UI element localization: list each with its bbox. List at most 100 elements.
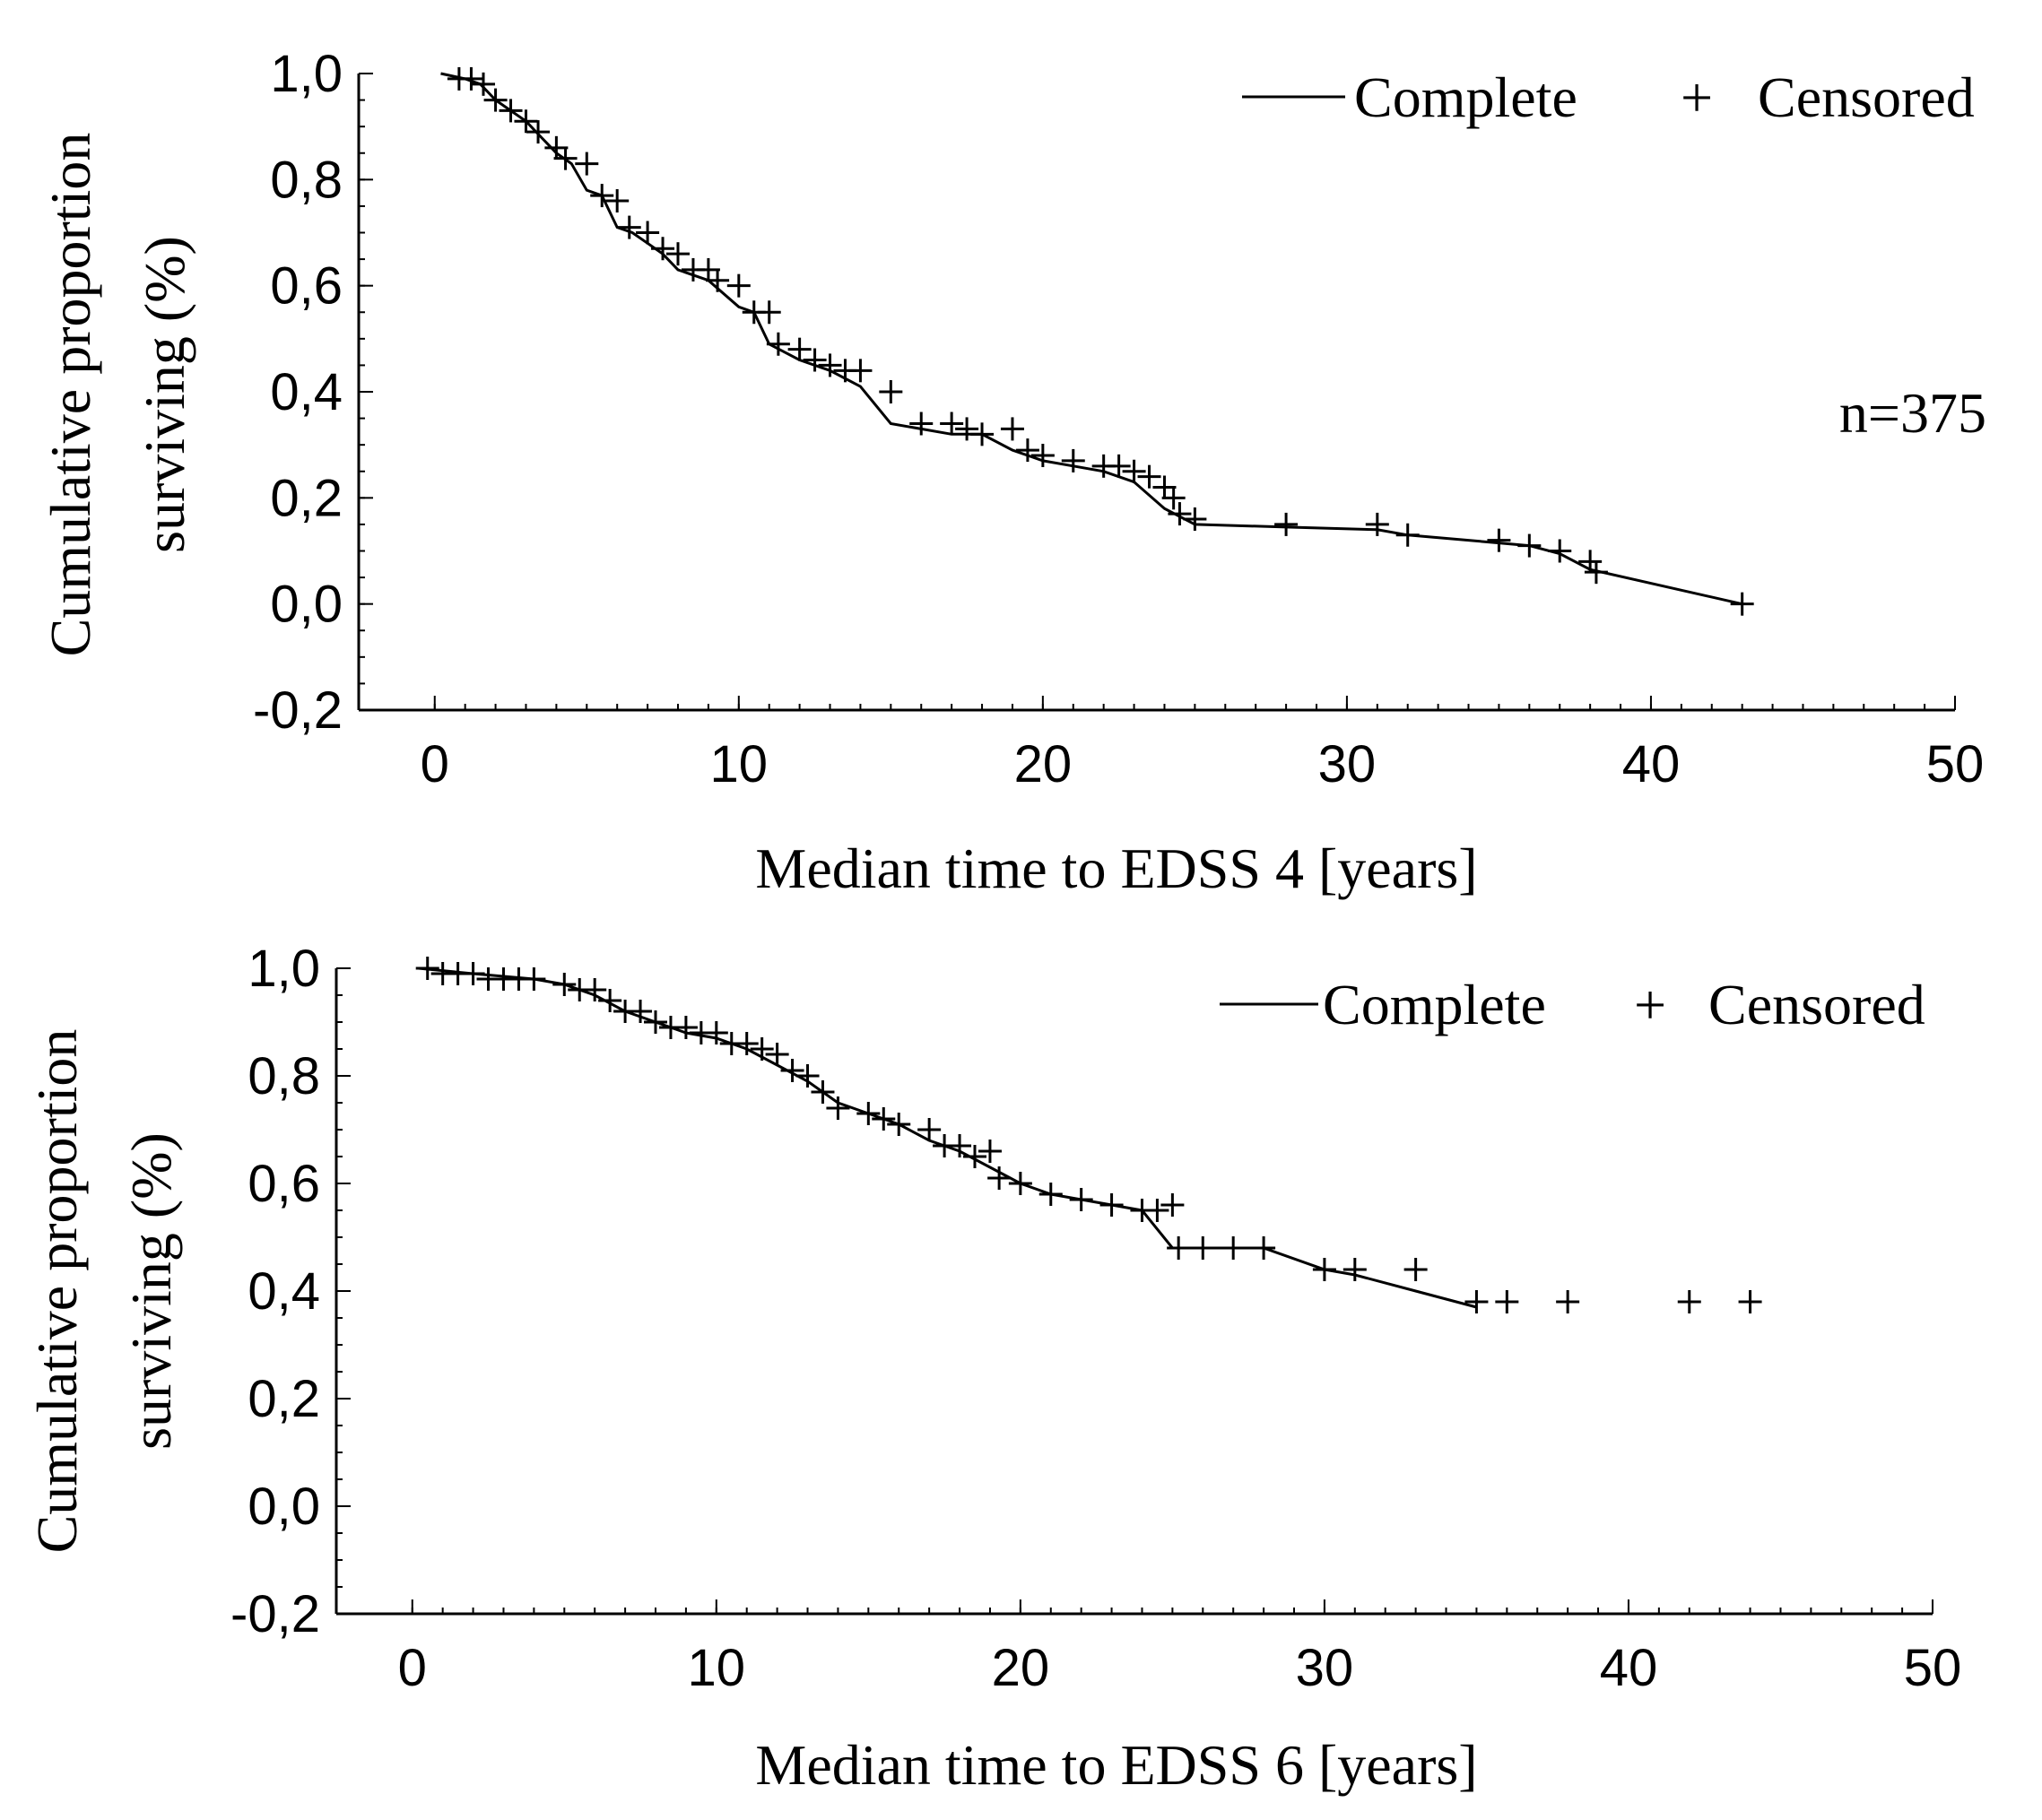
censored-marker [1464,1290,1489,1313]
legend-censored-label: Censored [1708,973,1925,1036]
legend: Complete + Censored [1220,973,1925,1036]
y-tick-label: 0,8 [270,151,343,209]
sample-size-annotation: n=375 [1839,381,1986,445]
censored-marker [1578,550,1603,574]
censored-marker [818,353,842,377]
censored-marker [963,1145,986,1168]
censored-marker [1252,1236,1276,1260]
x-tick-label: 30 [1318,735,1377,793]
censored-marker [704,1021,728,1044]
censored-marker [978,1140,1002,1163]
y-axis-title-line1: Cumulative proportion [39,133,102,657]
x-axis-title: Median time to EDSS 4 [years] [755,836,1477,900]
censored-marker [1069,1188,1093,1211]
censored-marker [499,99,523,123]
censored-marker [1038,1183,1063,1206]
y-tick-label: -0,2 [253,681,343,740]
censored-marker [526,120,551,144]
x-tick-label: 50 [1904,1639,1962,1697]
y-tick-label: 0,2 [248,1370,320,1428]
chart-edss4: Cumulative proportion surviving (%) Medi… [39,45,1986,900]
legend-complete-label: Complete [1354,65,1577,129]
x-axis-title: Median time to EDSS 6 [years] [755,1733,1477,1797]
censored-marker [726,273,751,298]
censored-marker [666,242,690,266]
censored-marker [766,332,790,356]
censored-marker [917,1118,942,1141]
censored-marker [552,973,577,996]
y-tick-label: 1,0 [270,45,343,103]
legend-censored-label: Censored [1758,65,1975,129]
censored-marker [948,1134,972,1157]
y-axis-title-line2: surviving (%) [133,236,196,553]
censored-marker [514,109,538,134]
censored-marker [1152,475,1177,499]
censored-marker [1677,1290,1701,1313]
y-axis-title-line2: surviving (%) [119,1132,183,1450]
censored-marker [765,1043,789,1066]
censored-marker [1365,512,1389,536]
censored-marker [1343,1258,1367,1281]
censored-marker [1584,560,1608,585]
censored-marker [673,1016,698,1039]
censored-marker [1517,533,1542,558]
legend-complete-label: Complete [1323,973,1546,1036]
legend: Complete + Censored [1242,65,1975,129]
censored-marker [1161,486,1186,510]
censored-marker [1548,539,1572,563]
censored-marker [848,359,873,383]
censored-marker [787,337,812,361]
censored-marker [856,1102,881,1125]
x-tick-label: 0 [421,735,449,793]
censored-marker [1191,1236,1215,1260]
censored-marker [605,189,630,212]
y-tick-label: 0,0 [248,1478,320,1536]
legend-censored-symbol: + [1681,65,1713,129]
censored-marker [734,1032,759,1055]
censored-marker [1556,1290,1580,1313]
censored-marker [1221,1236,1246,1260]
y-tick-label: 0,4 [248,1262,320,1321]
legend-censored-symbol: + [1634,973,1666,1036]
censored-marker [1395,523,1420,547]
x-tick-label: 30 [1296,1639,1354,1697]
censored-marker [617,215,641,239]
censored-marker [1107,454,1131,478]
y-tick-label: 0,2 [270,469,343,527]
censored-marker [575,152,599,176]
censored-marker [1000,417,1024,441]
y-tick-label: -0,2 [230,1585,320,1643]
y-tick-label: 0,4 [270,363,343,421]
censored-marker [750,1037,774,1061]
x-tick-label: 20 [992,1639,1050,1697]
censored-marker [1099,1193,1124,1217]
x-tick-label: 50 [1926,735,1985,793]
censored-marker [644,1010,667,1034]
censored-marker [553,146,578,170]
censored-marker [415,957,439,980]
y-tick-label: 0,6 [270,257,343,316]
censored-marker [1167,1236,1191,1260]
censored-marker [1730,592,1754,616]
censored-marker [803,348,827,372]
censored-marker [544,135,569,160]
censored-marker [1168,502,1192,526]
censored-marker [940,412,964,436]
censored-marker [1061,448,1085,472]
censored-marker [1274,512,1299,536]
censored-marker [909,412,934,436]
censored-marker [887,1113,911,1136]
chart-edss6: Cumulative proportion surviving (%) Medi… [25,940,1961,1797]
y-tick-label: 1,0 [248,940,320,998]
x-tick-label: 40 [1622,735,1681,793]
censored-marker [1122,459,1146,483]
censored-marker [1145,1199,1169,1222]
censored-marker [1015,438,1039,463]
censored-marker [955,417,979,441]
x-tick-label: 0 [398,1639,427,1697]
censored-marker [1738,1290,1762,1313]
censored-marker [826,1096,850,1120]
censored-marker [483,88,508,112]
y-axis-title-line1: Cumulative proportion [25,1029,89,1554]
censored-marker [872,1107,896,1131]
